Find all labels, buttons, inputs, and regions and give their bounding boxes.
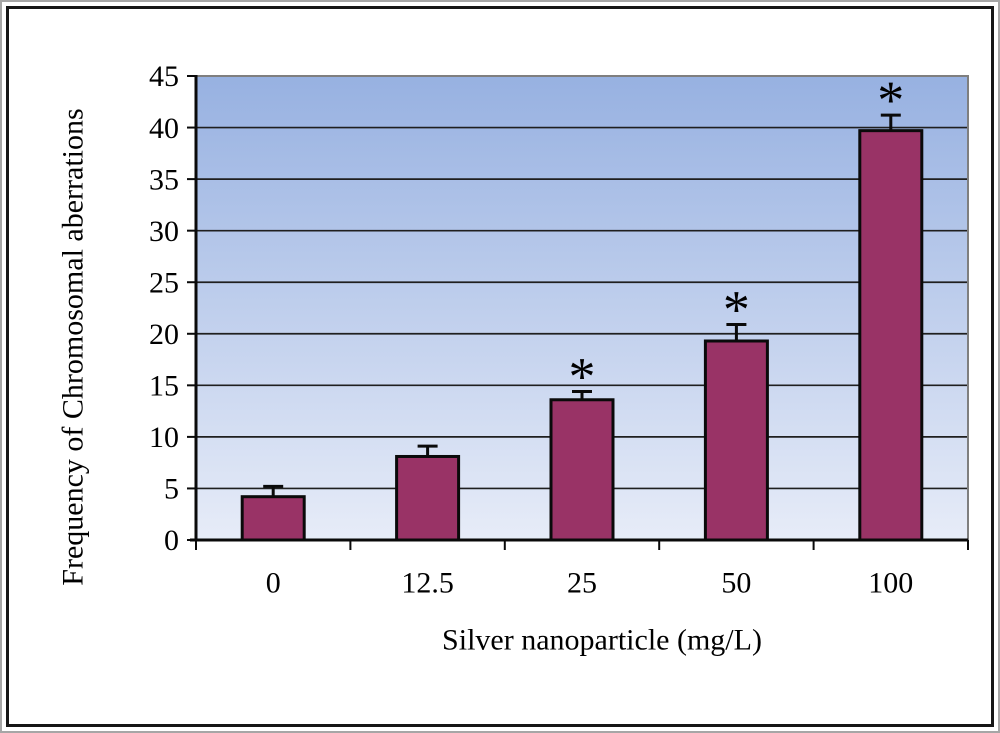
significance-markers: * * *	[569, 70, 905, 406]
x-category-label: 50	[721, 567, 751, 600]
x-category-labels: 0 12.5 25 50 100	[266, 567, 914, 600]
gridlines	[196, 126, 968, 490]
x-category-label: 0	[266, 567, 281, 600]
x-category-label: 12.5	[401, 567, 454, 600]
y-tick-label: 10	[149, 421, 179, 454]
bar	[858, 129, 924, 542]
y-tick-label: 40	[149, 112, 179, 145]
y-tick-label: 5	[164, 473, 179, 506]
bars	[240, 129, 924, 542]
y-tick-label: 25	[149, 266, 179, 299]
significance-asterisk: *	[877, 70, 904, 130]
x-axis-title: Silver nanoparticle (mg/L)	[442, 624, 762, 657]
y-tick-label: 20	[149, 318, 179, 351]
tick-marks	[187, 75, 969, 550]
y-tick-label: 15	[149, 370, 179, 403]
y-axis-title: Frequency of Chromosomal aberrations	[57, 108, 90, 585]
axes	[190, 75, 968, 542]
bar	[549, 398, 615, 542]
y-tick-label: 35	[149, 163, 179, 196]
x-category-label: 100	[868, 567, 913, 600]
significance-asterisk: *	[723, 279, 750, 339]
bar	[395, 454, 461, 542]
y-tick-label: 30	[149, 215, 179, 248]
x-category-label: 25	[567, 567, 597, 600]
significance-asterisk: *	[569, 347, 596, 407]
y-tick-label: 45	[149, 60, 179, 93]
y-tick-label: 0	[164, 524, 179, 557]
y-tick-labels: 0 5 10 15 20 25 30 35 40 45	[149, 60, 179, 557]
bar	[240, 495, 306, 542]
error-bars	[263, 113, 901, 497]
bar	[703, 339, 769, 542]
